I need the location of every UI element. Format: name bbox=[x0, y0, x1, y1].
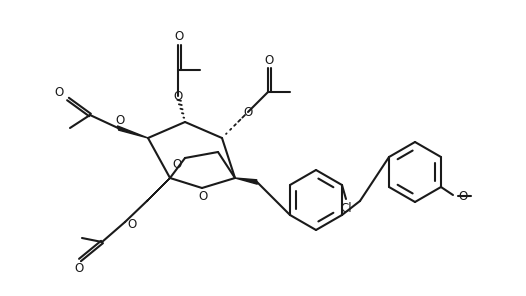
Text: O: O bbox=[244, 105, 252, 118]
Text: O: O bbox=[174, 89, 183, 102]
Text: O: O bbox=[265, 54, 274, 67]
Text: O: O bbox=[198, 189, 208, 202]
Text: O: O bbox=[127, 218, 137, 231]
Polygon shape bbox=[235, 178, 257, 184]
Text: O: O bbox=[175, 30, 184, 44]
Text: O: O bbox=[74, 263, 84, 276]
Text: O: O bbox=[115, 115, 125, 128]
Text: O: O bbox=[173, 157, 181, 170]
Text: O: O bbox=[54, 86, 64, 99]
Text: O: O bbox=[458, 189, 467, 202]
Polygon shape bbox=[146, 178, 170, 202]
Polygon shape bbox=[117, 126, 148, 138]
Text: Cl: Cl bbox=[340, 202, 352, 215]
